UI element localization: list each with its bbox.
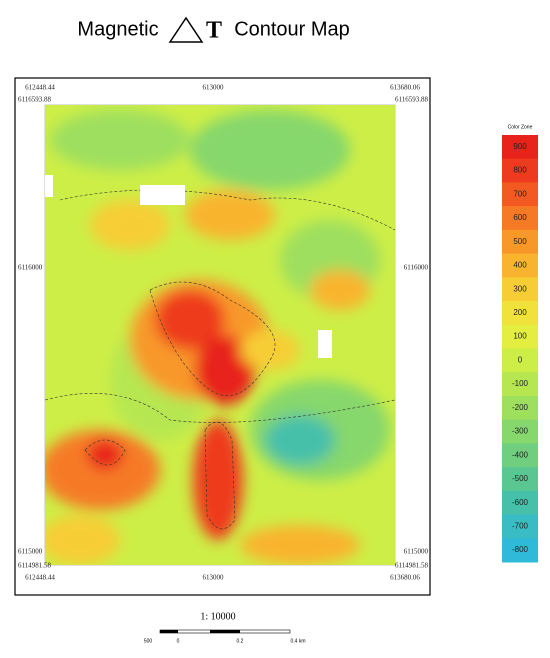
legend-label: 700	[513, 189, 527, 198]
legend-swatch	[502, 490, 538, 516]
coord-label: 6116000	[18, 264, 43, 272]
legend-swatch	[502, 135, 538, 160]
legend-swatch	[502, 182, 538, 207]
legend-label: 100	[513, 332, 527, 341]
legend-swatch	[502, 443, 538, 468]
legend-label: -500	[512, 474, 529, 483]
scale-label: 0	[177, 638, 180, 644]
scale-bar-segment	[160, 630, 178, 633]
legend-swatch	[502, 158, 538, 183]
map-frame	[14, 77, 431, 596]
legend-swatch	[502, 467, 538, 492]
legend-label: 900	[513, 142, 527, 151]
scale-ratio: 1: 10000	[200, 611, 235, 622]
coord-label: 6116593.88	[395, 96, 428, 104]
legend-label: -100	[512, 379, 529, 388]
legend-label: 400	[513, 261, 527, 270]
legend-label: -800	[512, 545, 529, 554]
legend-label: -400	[512, 450, 529, 459]
scale-label: 500	[144, 638, 153, 644]
legend-label: 300	[513, 284, 527, 293]
legend-label: 600	[513, 213, 527, 222]
legend-swatch	[502, 538, 538, 563]
scale-label: 0.2	[237, 638, 244, 644]
delta-symbol	[168, 16, 204, 43]
coord-label: 6116593.88	[18, 96, 51, 104]
title-text: Magnetic	[77, 18, 158, 40]
legend-swatch	[502, 324, 538, 349]
coord-label: 613680.06	[390, 574, 420, 582]
legend-label: -700	[512, 522, 529, 531]
coord-label: 612448.44	[25, 84, 55, 92]
scale-label: 0.4 km	[290, 638, 305, 644]
coord-label: 612448.44	[25, 574, 55, 582]
coord-label: 613680.06	[390, 84, 420, 92]
legend-label: -300	[512, 427, 529, 436]
legend-label: 200	[513, 308, 527, 317]
coord-label: 6115000	[18, 548, 43, 556]
legend-swatch	[502, 253, 538, 278]
legend-swatch	[502, 229, 538, 255]
legend-label: 0	[518, 355, 523, 364]
coord-label: 613000	[203, 84, 225, 92]
scale-bar-segment	[210, 630, 240, 633]
legend-swatch	[502, 395, 538, 421]
coord-label: 6116000	[404, 264, 429, 272]
legend-label: 800	[513, 166, 527, 175]
legend-swatch	[502, 514, 538, 539]
legend-label: -600	[512, 498, 529, 507]
legend-label: 500	[513, 237, 527, 246]
title-text: Contour Map	[234, 18, 350, 40]
legend-label: -200	[512, 403, 529, 412]
contour-map	[45, 105, 395, 565]
legend-title: Color Zone	[508, 124, 533, 130]
coord-label: 6114981.58	[18, 562, 51, 570]
legend-swatch	[502, 301, 538, 326]
title-symbol: T	[206, 18, 222, 44]
coord-label: 613000	[203, 574, 225, 582]
legend-swatch	[502, 206, 538, 231]
legend-swatch	[502, 277, 538, 302]
coord-label: 6115000	[404, 548, 429, 556]
coord-label: 6114981.58	[395, 562, 428, 570]
legend-swatch	[502, 348, 538, 373]
legend-swatch	[502, 419, 538, 444]
legend-swatch	[502, 372, 538, 397]
